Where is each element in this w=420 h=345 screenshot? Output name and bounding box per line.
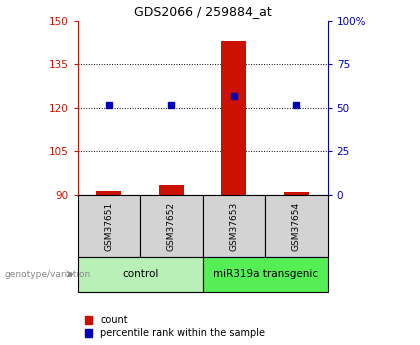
Bar (265, 195, 328, 257)
Bar (78, 257, 203, 292)
Bar (203, 195, 265, 257)
Text: GSM37653: GSM37653 (229, 201, 239, 250)
Text: genotype/variation: genotype/variation (4, 270, 90, 279)
Text: miR319a transgenic: miR319a transgenic (213, 269, 318, 279)
Text: control: control (122, 269, 158, 279)
Bar (140, 195, 203, 257)
Bar (221, 41, 247, 195)
Text: GSM37652: GSM37652 (167, 201, 176, 250)
Bar (97, 190, 121, 195)
Legend: count, percentile rank within the sample: count, percentile rank within the sample (83, 313, 267, 340)
Text: GSM37654: GSM37654 (292, 201, 301, 250)
Bar (159, 185, 184, 195)
Title: GDS2066 / 259884_at: GDS2066 / 259884_at (134, 5, 271, 18)
Bar (284, 192, 309, 195)
Text: GSM37651: GSM37651 (105, 201, 113, 250)
Bar (203, 257, 328, 292)
Bar (78, 195, 140, 257)
